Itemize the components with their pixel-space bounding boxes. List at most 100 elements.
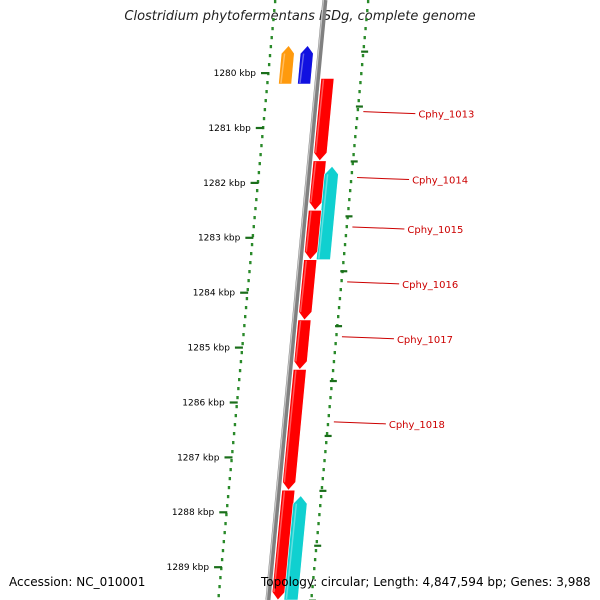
- guide-dot-left: [270, 36, 273, 40]
- guide-dot-right: [354, 126, 358, 130]
- genome-summary-text: Topology: circular; Length: 4,847,594 bp…: [261, 575, 591, 589]
- guide-dot-right: [313, 567, 316, 571]
- gene-label: Cphy_1018: [389, 420, 445, 431]
- tick-label: 1287 kbp: [177, 453, 220, 463]
- guide-dot-left: [232, 432, 236, 436]
- gene-arrow: [313, 78, 335, 162]
- guide-dot-right: [325, 441, 328, 445]
- guide-dot-left: [246, 288, 249, 292]
- guide-dot-left: [249, 252, 253, 256]
- guide-dot-right: [344, 234, 348, 238]
- guide-dot-right: [327, 414, 331, 418]
- guide-dot-right: [328, 405, 331, 409]
- guide-dot-left: [267, 63, 271, 67]
- guide-dot-right: [349, 180, 353, 184]
- gene-arrow: [271, 489, 296, 600]
- guide-dot-left: [244, 315, 247, 319]
- guide-dot-left: [252, 225, 255, 229]
- gene-arrow: [282, 369, 307, 491]
- gene-arrow: [278, 45, 295, 85]
- guide-dot-left: [258, 162, 261, 166]
- guide-dot-left: [256, 180, 260, 184]
- guide-dot-left: [257, 171, 261, 175]
- gene-highlight: [299, 53, 305, 84]
- guide-dot-left: [255, 189, 259, 193]
- guide-dot-left: [231, 450, 234, 454]
- gene-label: Cphy_1014: [412, 176, 468, 187]
- guide-dot-right: [334, 342, 337, 346]
- guide-dot-left: [225, 513, 228, 517]
- guide-dot-right: [354, 135, 357, 139]
- guide-dot-left: [237, 387, 240, 391]
- guide-dot-left: [224, 522, 227, 526]
- guide-dot-right: [351, 162, 354, 166]
- guide-dot-right: [342, 261, 345, 265]
- tick-label: 1282 kbp: [203, 179, 246, 189]
- minor-tick: [340, 270, 348, 273]
- guide-dot-right: [360, 63, 364, 67]
- guide-dot-left: [244, 306, 248, 310]
- minor-tick: [329, 379, 337, 383]
- gene-label: Cphy_1015: [407, 225, 463, 236]
- tick-mark: [229, 401, 238, 404]
- gene-arrow: [315, 165, 339, 261]
- guide-dot-right: [316, 531, 319, 535]
- guide-dot-right: [326, 423, 330, 427]
- guide-dot-left: [239, 360, 243, 364]
- gene-highlight: [310, 161, 317, 203]
- guide-dot-left: [238, 378, 241, 382]
- guide-dot-left: [230, 459, 233, 463]
- guide-dot-right: [366, 9, 369, 13]
- guide-dot-left: [220, 567, 223, 571]
- tick-label: 1285 kbp: [188, 344, 231, 354]
- guide-dot-right: [343, 243, 347, 247]
- gene-highlight: [314, 79, 325, 153]
- tick-label: 1281 kbp: [208, 124, 251, 134]
- guide-dot-right: [348, 189, 352, 193]
- guide-dot-left: [233, 423, 237, 427]
- guide-dot-left: [226, 495, 230, 499]
- guide-dot-right: [310, 594, 313, 598]
- guide-dot-left: [247, 279, 250, 283]
- guide-dot-right: [335, 333, 338, 337]
- minor-tick: [350, 160, 358, 163]
- guide-dot-right: [325, 432, 329, 436]
- guide-dot-left: [226, 504, 229, 508]
- gene-label: Cphy_1016: [402, 280, 458, 291]
- gene-label-leader: [352, 226, 405, 230]
- guide-dot-right: [315, 540, 319, 544]
- gene-label-leader: [333, 421, 386, 425]
- gene-highlight: [299, 260, 308, 313]
- guide-dot-left: [220, 558, 224, 562]
- guide-dot-left: [242, 333, 245, 337]
- guide-dot-left: [229, 468, 232, 472]
- gene-arrow: [298, 259, 318, 321]
- guide-dot-right: [318, 513, 321, 517]
- minor-tick: [361, 50, 369, 53]
- guide-dot-left: [254, 207, 257, 211]
- guide-dot-right: [360, 72, 363, 76]
- guide-dot-left: [253, 216, 256, 220]
- tick-mark: [250, 181, 259, 184]
- guide-dot-right: [321, 477, 325, 481]
- guide-dot-right: [320, 486, 324, 490]
- guide-dot-right: [331, 378, 334, 382]
- guide-dot-right: [353, 144, 356, 148]
- guide-dot-left: [219, 576, 222, 580]
- guide-dot-left: [228, 477, 232, 481]
- tick-mark: [219, 511, 228, 514]
- guide-dot-left: [251, 234, 255, 238]
- gene-highlight: [295, 320, 302, 362]
- guide-dot-left: [265, 90, 268, 94]
- guide-dot-left: [227, 486, 231, 490]
- minor-tick: [319, 489, 327, 492]
- guide-dot-left: [260, 144, 263, 148]
- guide-dot-right: [311, 585, 314, 589]
- guide-dot-right: [314, 549, 318, 553]
- minor-tick: [345, 215, 353, 218]
- guide-dot-right: [338, 297, 342, 301]
- gene-label-leader: [363, 111, 416, 115]
- tick-label: 1286 kbp: [182, 398, 225, 408]
- guide-dot-left: [269, 45, 273, 49]
